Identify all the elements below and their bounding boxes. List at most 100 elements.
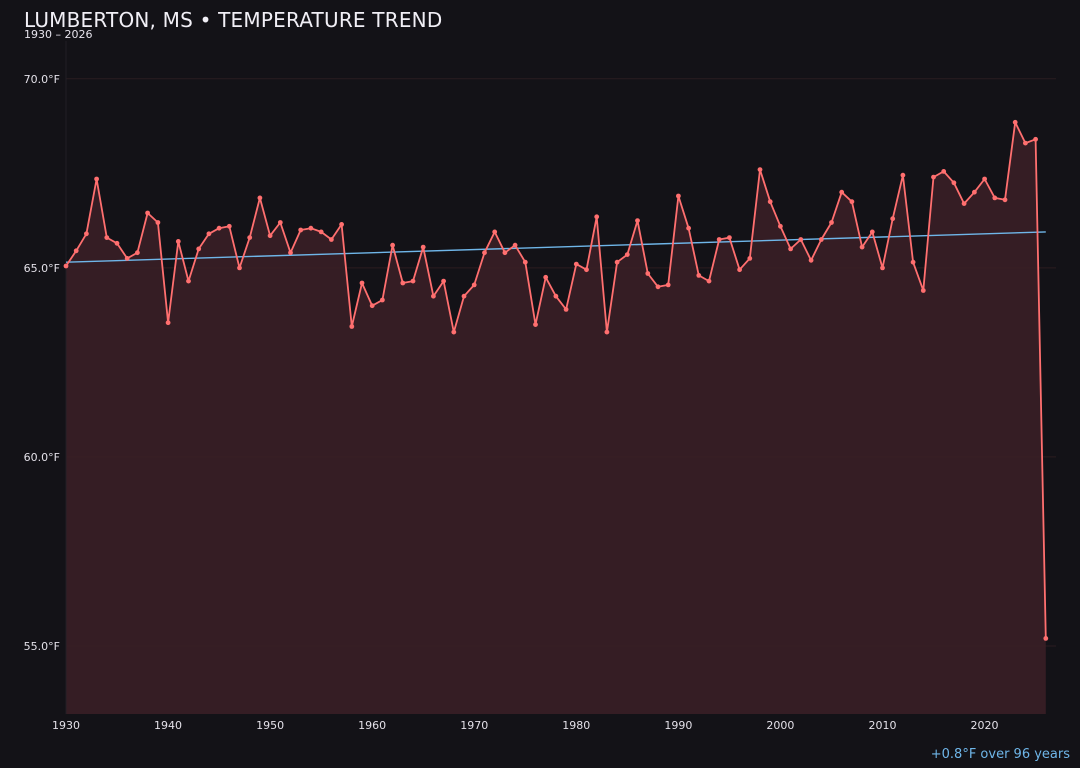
- data-point: [665, 282, 671, 288]
- data-point: [737, 267, 742, 273]
- data-point: [124, 256, 130, 261]
- data-point: [441, 278, 446, 284]
- trend-line-layer: [65, 231, 1046, 263]
- x-tick-label: 1930: [52, 719, 80, 732]
- data-point: [186, 278, 191, 284]
- data-point: [369, 303, 375, 309]
- data-point: [1023, 140, 1028, 146]
- data-point: [553, 293, 559, 299]
- x-tick-label: 1970: [460, 719, 488, 732]
- data-point: [635, 218, 640, 224]
- data-point: [359, 280, 365, 286]
- data-point: [1012, 119, 1018, 125]
- trend-annotation: +0.8°F over 96 years: [930, 747, 1070, 762]
- data-point: [706, 278, 712, 284]
- data-point: [655, 284, 661, 290]
- data-point: [890, 216, 896, 222]
- data-point: [471, 282, 477, 288]
- data-point: [492, 229, 498, 235]
- data-point: [175, 239, 181, 244]
- data-point: [502, 250, 508, 256]
- data-point: [910, 259, 916, 265]
- chart-title: LUMBERTON, MS • TEMPERATURE TREND: [24, 8, 443, 32]
- data-point: [767, 199, 773, 205]
- data-point: [686, 225, 691, 231]
- data-point: [277, 220, 283, 225]
- data-point: [543, 274, 549, 280]
- data-point: [165, 320, 171, 326]
- data-point: [104, 235, 110, 241]
- data-point: [390, 242, 395, 248]
- data-point: [798, 237, 804, 242]
- data-point: [1002, 197, 1008, 203]
- x-tick-label: 1960: [358, 719, 386, 732]
- data-point: [451, 329, 457, 335]
- data-point: [206, 231, 212, 237]
- temperature-area-fill: [66, 122, 1046, 715]
- data-point: [216, 225, 222, 231]
- data-point: [829, 220, 834, 225]
- data-point: [880, 265, 885, 271]
- data-point: [84, 231, 89, 237]
- data-point: [400, 280, 406, 286]
- data-point: [941, 169, 947, 174]
- chart-subtitle: 1930 – 2026: [24, 28, 93, 41]
- data-point: [900, 172, 906, 178]
- data-point: [308, 225, 314, 231]
- data-point: [982, 176, 987, 182]
- data-point: [339, 222, 344, 227]
- area-fill-layer: [66, 122, 1046, 715]
- y-tick-label: 65.0°F: [24, 262, 60, 275]
- data-point: [114, 240, 120, 246]
- data-point: [288, 250, 293, 256]
- data-point: [747, 256, 753, 261]
- x-tick-label: 1990: [664, 719, 692, 732]
- data-point: [196, 246, 202, 252]
- x-tick-label: 1980: [562, 719, 590, 732]
- trend-line: [65, 231, 1046, 263]
- data-point: [778, 223, 783, 229]
- x-tick-label: 2010: [868, 719, 896, 732]
- y-tick-label: 60.0°F: [24, 451, 60, 464]
- x-tick-label: 2000: [766, 719, 794, 732]
- data-point: [380, 297, 385, 303]
- data-point: [63, 263, 69, 269]
- data-point: [522, 259, 528, 265]
- x-tick-label: 2020: [971, 719, 999, 732]
- data-point: [716, 237, 722, 242]
- data-point: [512, 242, 518, 248]
- data-point: [624, 252, 630, 257]
- y-tick-label: 70.0°F: [24, 73, 60, 86]
- data-point: [247, 235, 253, 241]
- data-point: [859, 244, 865, 250]
- data-point: [584, 267, 589, 273]
- data-point: [135, 250, 140, 256]
- data-points: [63, 119, 1049, 641]
- data-point: [73, 248, 79, 254]
- data-point: [757, 167, 763, 173]
- data-point: [1043, 636, 1049, 641]
- data-point: [869, 229, 875, 235]
- data-point: [573, 261, 579, 267]
- data-point: [155, 220, 161, 225]
- data-point: [410, 278, 416, 284]
- data-point: [298, 227, 304, 233]
- data-point: [226, 223, 232, 229]
- data-point: [349, 324, 355, 329]
- data-point: [257, 195, 263, 201]
- x-tick-labels: 1930 1940 1950 1960 1970 1980 1990 2000 2010 2020: [52, 719, 999, 732]
- data-point: [431, 293, 436, 299]
- data-point: [1033, 136, 1038, 142]
- data-point: [645, 271, 651, 276]
- data-point: [533, 322, 538, 327]
- data-point: [614, 259, 620, 265]
- data-point: [951, 180, 957, 186]
- data-point: [788, 246, 793, 252]
- data-point: [461, 293, 467, 299]
- data-point: [329, 237, 334, 242]
- data-point: [839, 189, 845, 195]
- data-point: [145, 210, 151, 216]
- data-point: [482, 250, 487, 256]
- data-point: [676, 193, 681, 199]
- x-tick-label: 1950: [256, 719, 284, 732]
